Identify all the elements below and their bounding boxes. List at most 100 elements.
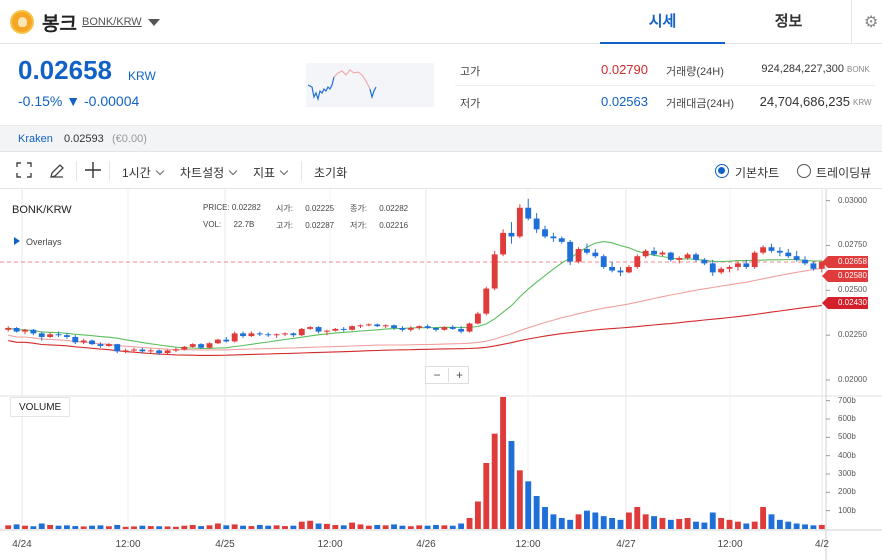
basic-chart-radio[interactable] bbox=[715, 164, 729, 178]
gear-icon[interactable]: ⚙ bbox=[864, 14, 879, 31]
basic-chart-label[interactable]: 기본차트 bbox=[735, 166, 780, 180]
volume-bar bbox=[558, 518, 565, 529]
volume-bar bbox=[105, 526, 112, 529]
fullscreen-icon[interactable] bbox=[16, 162, 32, 180]
ohlc-volume: VOL: 22.7B bbox=[203, 220, 255, 229]
volume-tick-label: 400b bbox=[838, 450, 856, 460]
candle-body bbox=[768, 247, 775, 251]
coin-pair-link[interactable]: BONK/KRW bbox=[82, 16, 142, 28]
volume-bar bbox=[114, 524, 121, 529]
candle-body bbox=[307, 327, 314, 329]
volume-bar bbox=[584, 510, 590, 529]
volume-unit: BONK bbox=[847, 65, 870, 74]
volume-bar bbox=[198, 526, 205, 529]
indicators-dropdown[interactable]: 지표 bbox=[253, 164, 289, 181]
volume-bar bbox=[642, 514, 649, 529]
triangle-right-icon bbox=[14, 237, 20, 245]
ohlc-open: 시가: 0.02225 bbox=[276, 204, 335, 213]
exchange-name[interactable]: Kraken bbox=[18, 133, 53, 145]
volume-bar bbox=[323, 523, 330, 529]
chart-canvas[interactable] bbox=[0, 189, 882, 560]
candle-body bbox=[441, 327, 448, 330]
volume-bar bbox=[391, 524, 397, 529]
candle-body bbox=[131, 349, 137, 351]
volume-bar bbox=[751, 521, 758, 529]
amount-label: 거래대금(24H) bbox=[666, 98, 734, 110]
volume-tick-label: 200b bbox=[838, 487, 856, 497]
candle-body bbox=[399, 327, 406, 330]
candle-body bbox=[659, 252, 666, 255]
price-unit: KRW bbox=[128, 69, 156, 83]
candle-body bbox=[508, 232, 515, 237]
pencil-icon[interactable] bbox=[48, 162, 66, 180]
candle-body bbox=[214, 339, 221, 344]
zoom-out-button[interactable]: − bbox=[433, 368, 441, 382]
volume-bar bbox=[265, 525, 272, 529]
candle-body bbox=[349, 326, 356, 330]
volume-bar bbox=[634, 507, 641, 529]
x-tick-label: 4/26 bbox=[416, 539, 436, 550]
low-value: 0.02563 bbox=[601, 94, 648, 109]
volume-bar bbox=[684, 518, 691, 529]
volume-bar bbox=[139, 525, 146, 529]
volume-bar bbox=[63, 525, 70, 529]
volume-bar bbox=[625, 512, 632, 529]
chart-title: BONK/KRW bbox=[12, 204, 72, 216]
volume-bar bbox=[399, 525, 406, 529]
change-absolute: ▼ -0.00004 bbox=[66, 93, 140, 109]
crosshair-icon[interactable] bbox=[84, 161, 102, 179]
tab-quote[interactable]: 시세 bbox=[600, 0, 725, 44]
volume-bar bbox=[5, 525, 12, 529]
chart-settings-label: 차트설정 bbox=[180, 166, 225, 180]
volume-bar bbox=[349, 522, 356, 529]
coin-name[interactable]: 봉크 bbox=[42, 14, 77, 35]
candle-body bbox=[181, 346, 188, 350]
volume-tick-label: 600b bbox=[838, 414, 856, 423]
volume-bar bbox=[298, 521, 305, 529]
candle-body bbox=[709, 263, 716, 273]
chevron-down-icon bbox=[279, 166, 289, 176]
chevron-down-icon[interactable] bbox=[148, 19, 160, 26]
sparkline-chart bbox=[306, 63, 434, 107]
interval-dropdown[interactable]: 1시간 bbox=[122, 164, 165, 181]
volume-bar bbox=[709, 512, 716, 529]
candle-body bbox=[693, 254, 699, 260]
overlays-label: Overlays bbox=[26, 237, 62, 247]
tradingview-radio[interactable] bbox=[797, 164, 811, 178]
tradingview-label[interactable]: 트레이딩뷰 bbox=[816, 166, 872, 180]
volume-bar bbox=[793, 523, 800, 529]
y-tick-label: 0.02750 bbox=[838, 240, 867, 250]
x-tick-label: 4/27 bbox=[616, 539, 636, 550]
x-tick-label: 12:00 bbox=[115, 539, 141, 550]
overlays-toggle[interactable]: Overlays bbox=[14, 237, 62, 247]
candle-body bbox=[231, 333, 238, 342]
volume-bar bbox=[173, 526, 179, 529]
volume-bar bbox=[659, 518, 666, 529]
volume-bar bbox=[533, 496, 540, 529]
candle-body bbox=[500, 232, 507, 255]
volume-bar bbox=[231, 524, 238, 529]
candle-body bbox=[147, 350, 154, 352]
volume-bar bbox=[760, 507, 767, 529]
amount-value: 24,704,686,235 bbox=[759, 94, 850, 109]
volume-bar bbox=[307, 520, 314, 529]
price-tag: 0.02658 bbox=[822, 255, 868, 268]
exchange-price: 0.02593 bbox=[64, 133, 104, 145]
volume-bar bbox=[667, 519, 674, 529]
volume-bar bbox=[416, 525, 423, 529]
price-chart[interactable]: BONK/KRW PRICE: 0.02282 시가: 0.02225 종가: … bbox=[0, 189, 882, 560]
candle-body bbox=[89, 340, 96, 345]
x-tick-label: 12:00 bbox=[515, 539, 541, 550]
candle-body bbox=[449, 327, 456, 329]
tab-info[interactable]: 정보 bbox=[774, 13, 803, 30]
volume-bar bbox=[424, 525, 431, 529]
volume-bar bbox=[38, 523, 45, 529]
zoom-in-button[interactable]: + bbox=[448, 368, 470, 382]
chart-toolbar: 1시간 차트설정 지표 초기화 기본차트 트레이딩뷰 bbox=[0, 153, 882, 189]
reset-button[interactable]: 초기화 bbox=[314, 166, 348, 180]
candle-body bbox=[466, 323, 473, 332]
candle-body bbox=[5, 327, 12, 330]
chart-settings-dropdown[interactable]: 차트설정 bbox=[180, 164, 238, 181]
x-tick-label: 4/25 bbox=[215, 539, 235, 550]
volume-bar bbox=[223, 525, 230, 529]
